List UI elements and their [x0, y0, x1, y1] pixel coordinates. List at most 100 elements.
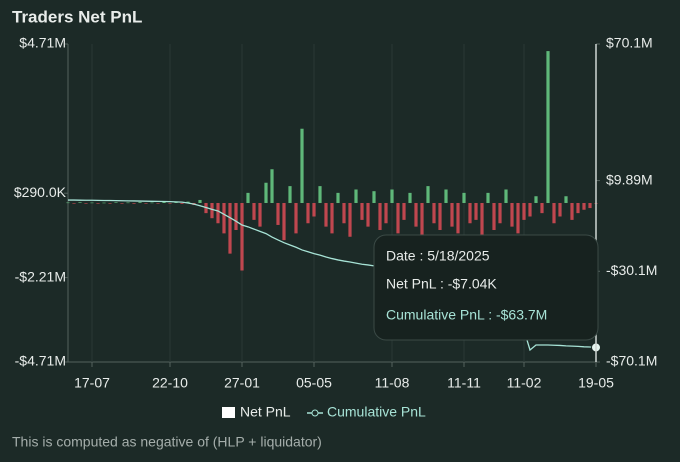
bar	[528, 203, 532, 217]
y-tick-label: $290.0K	[14, 184, 67, 200]
x-tick-label: 05-05	[296, 375, 332, 391]
bar	[294, 203, 298, 234]
bar	[576, 203, 580, 214]
bar	[84, 203, 88, 204]
x-tick-label: 11-11	[447, 375, 481, 391]
footnote: This is computed as negative of (HLP + l…	[12, 434, 322, 450]
bar	[102, 202, 106, 204]
bar	[534, 196, 538, 203]
bar	[186, 201, 190, 203]
bar	[372, 191, 376, 203]
bar	[270, 169, 274, 203]
bar	[318, 186, 322, 203]
legend-label: Cumulative PnL	[327, 404, 426, 420]
x-tick-label: 19-05	[578, 375, 614, 391]
x-tick-label: 11-02	[507, 375, 542, 391]
bar	[162, 201, 166, 203]
bar	[252, 203, 256, 220]
bar	[306, 203, 310, 224]
bar	[144, 203, 148, 204]
bar	[486, 192, 490, 203]
bar	[474, 203, 478, 220]
bar	[96, 203, 100, 204]
bar	[246, 192, 250, 203]
legend-swatch	[311, 409, 319, 417]
y-tick-label: -$2.21M	[15, 268, 66, 284]
bar	[108, 203, 112, 204]
bar	[522, 203, 526, 220]
bar	[228, 203, 232, 254]
y-tick-label: $4.71M	[19, 35, 66, 51]
bar	[366, 203, 370, 227]
legend-swatch	[222, 407, 235, 418]
y2-tick-label: $9.89M	[606, 171, 653, 187]
bar	[516, 203, 520, 234]
bar	[354, 189, 358, 203]
bar	[210, 203, 214, 219]
tooltip-net-pnl: Net PnL : -$7.04K	[386, 276, 497, 292]
tooltip-box	[373, 234, 599, 341]
bar	[282, 203, 286, 241]
bar	[66, 202, 70, 204]
bar	[288, 186, 292, 203]
tooltip-cumulative: Cumulative PnL : -$63.7M	[386, 307, 547, 323]
bar	[552, 203, 556, 224]
bar	[120, 203, 124, 204]
bar	[384, 203, 388, 224]
bar	[582, 203, 586, 210]
bar	[198, 199, 202, 203]
x-tick-label: 27-01	[224, 375, 260, 391]
bar	[408, 192, 412, 203]
bar	[72, 203, 76, 204]
y2-tick-label: $70.1M	[606, 35, 653, 51]
bar	[138, 202, 142, 203]
bar	[330, 203, 334, 234]
x-tick-label: 17-07	[74, 375, 110, 391]
bar	[402, 203, 406, 220]
legend-label: Net PnL	[240, 404, 291, 420]
bar	[396, 203, 400, 234]
y-tick-label: -$4.71M	[15, 353, 66, 369]
bar	[342, 203, 346, 224]
bar	[258, 203, 262, 227]
y2-tick-label: -$70.1M	[606, 353, 657, 369]
bar	[462, 192, 466, 203]
bar	[390, 189, 394, 203]
bar	[414, 203, 418, 227]
x-tick-label: 11-08	[375, 375, 410, 391]
bar	[234, 203, 238, 231]
bar	[114, 202, 118, 203]
bar	[480, 203, 484, 241]
bar	[504, 189, 508, 203]
bar	[264, 182, 268, 203]
bar	[570, 203, 574, 220]
bar	[156, 203, 160, 204]
bar	[564, 196, 568, 203]
bar	[546, 51, 550, 203]
bar	[324, 203, 328, 227]
bar	[300, 128, 304, 203]
bar	[150, 202, 154, 204]
bar	[456, 203, 460, 234]
y2-tick-label: -$30.1M	[606, 262, 657, 278]
bar	[492, 203, 496, 231]
bar	[174, 202, 178, 203]
chart-title: Traders Net PnL	[12, 7, 142, 26]
bar	[426, 186, 430, 203]
bar	[510, 203, 514, 227]
bar	[450, 203, 454, 227]
bar	[438, 203, 442, 231]
bar	[180, 203, 184, 204]
bar	[540, 203, 544, 214]
bar	[336, 192, 340, 203]
bar	[432, 203, 436, 224]
bar	[90, 202, 94, 204]
bar	[378, 203, 382, 231]
bar	[468, 203, 472, 224]
bar	[360, 203, 364, 220]
tooltip-date: Date : 5/18/2025	[386, 248, 490, 264]
bar	[420, 203, 424, 244]
bar	[588, 203, 592, 209]
legend: Net PnL Cumulative PnL	[222, 404, 426, 420]
